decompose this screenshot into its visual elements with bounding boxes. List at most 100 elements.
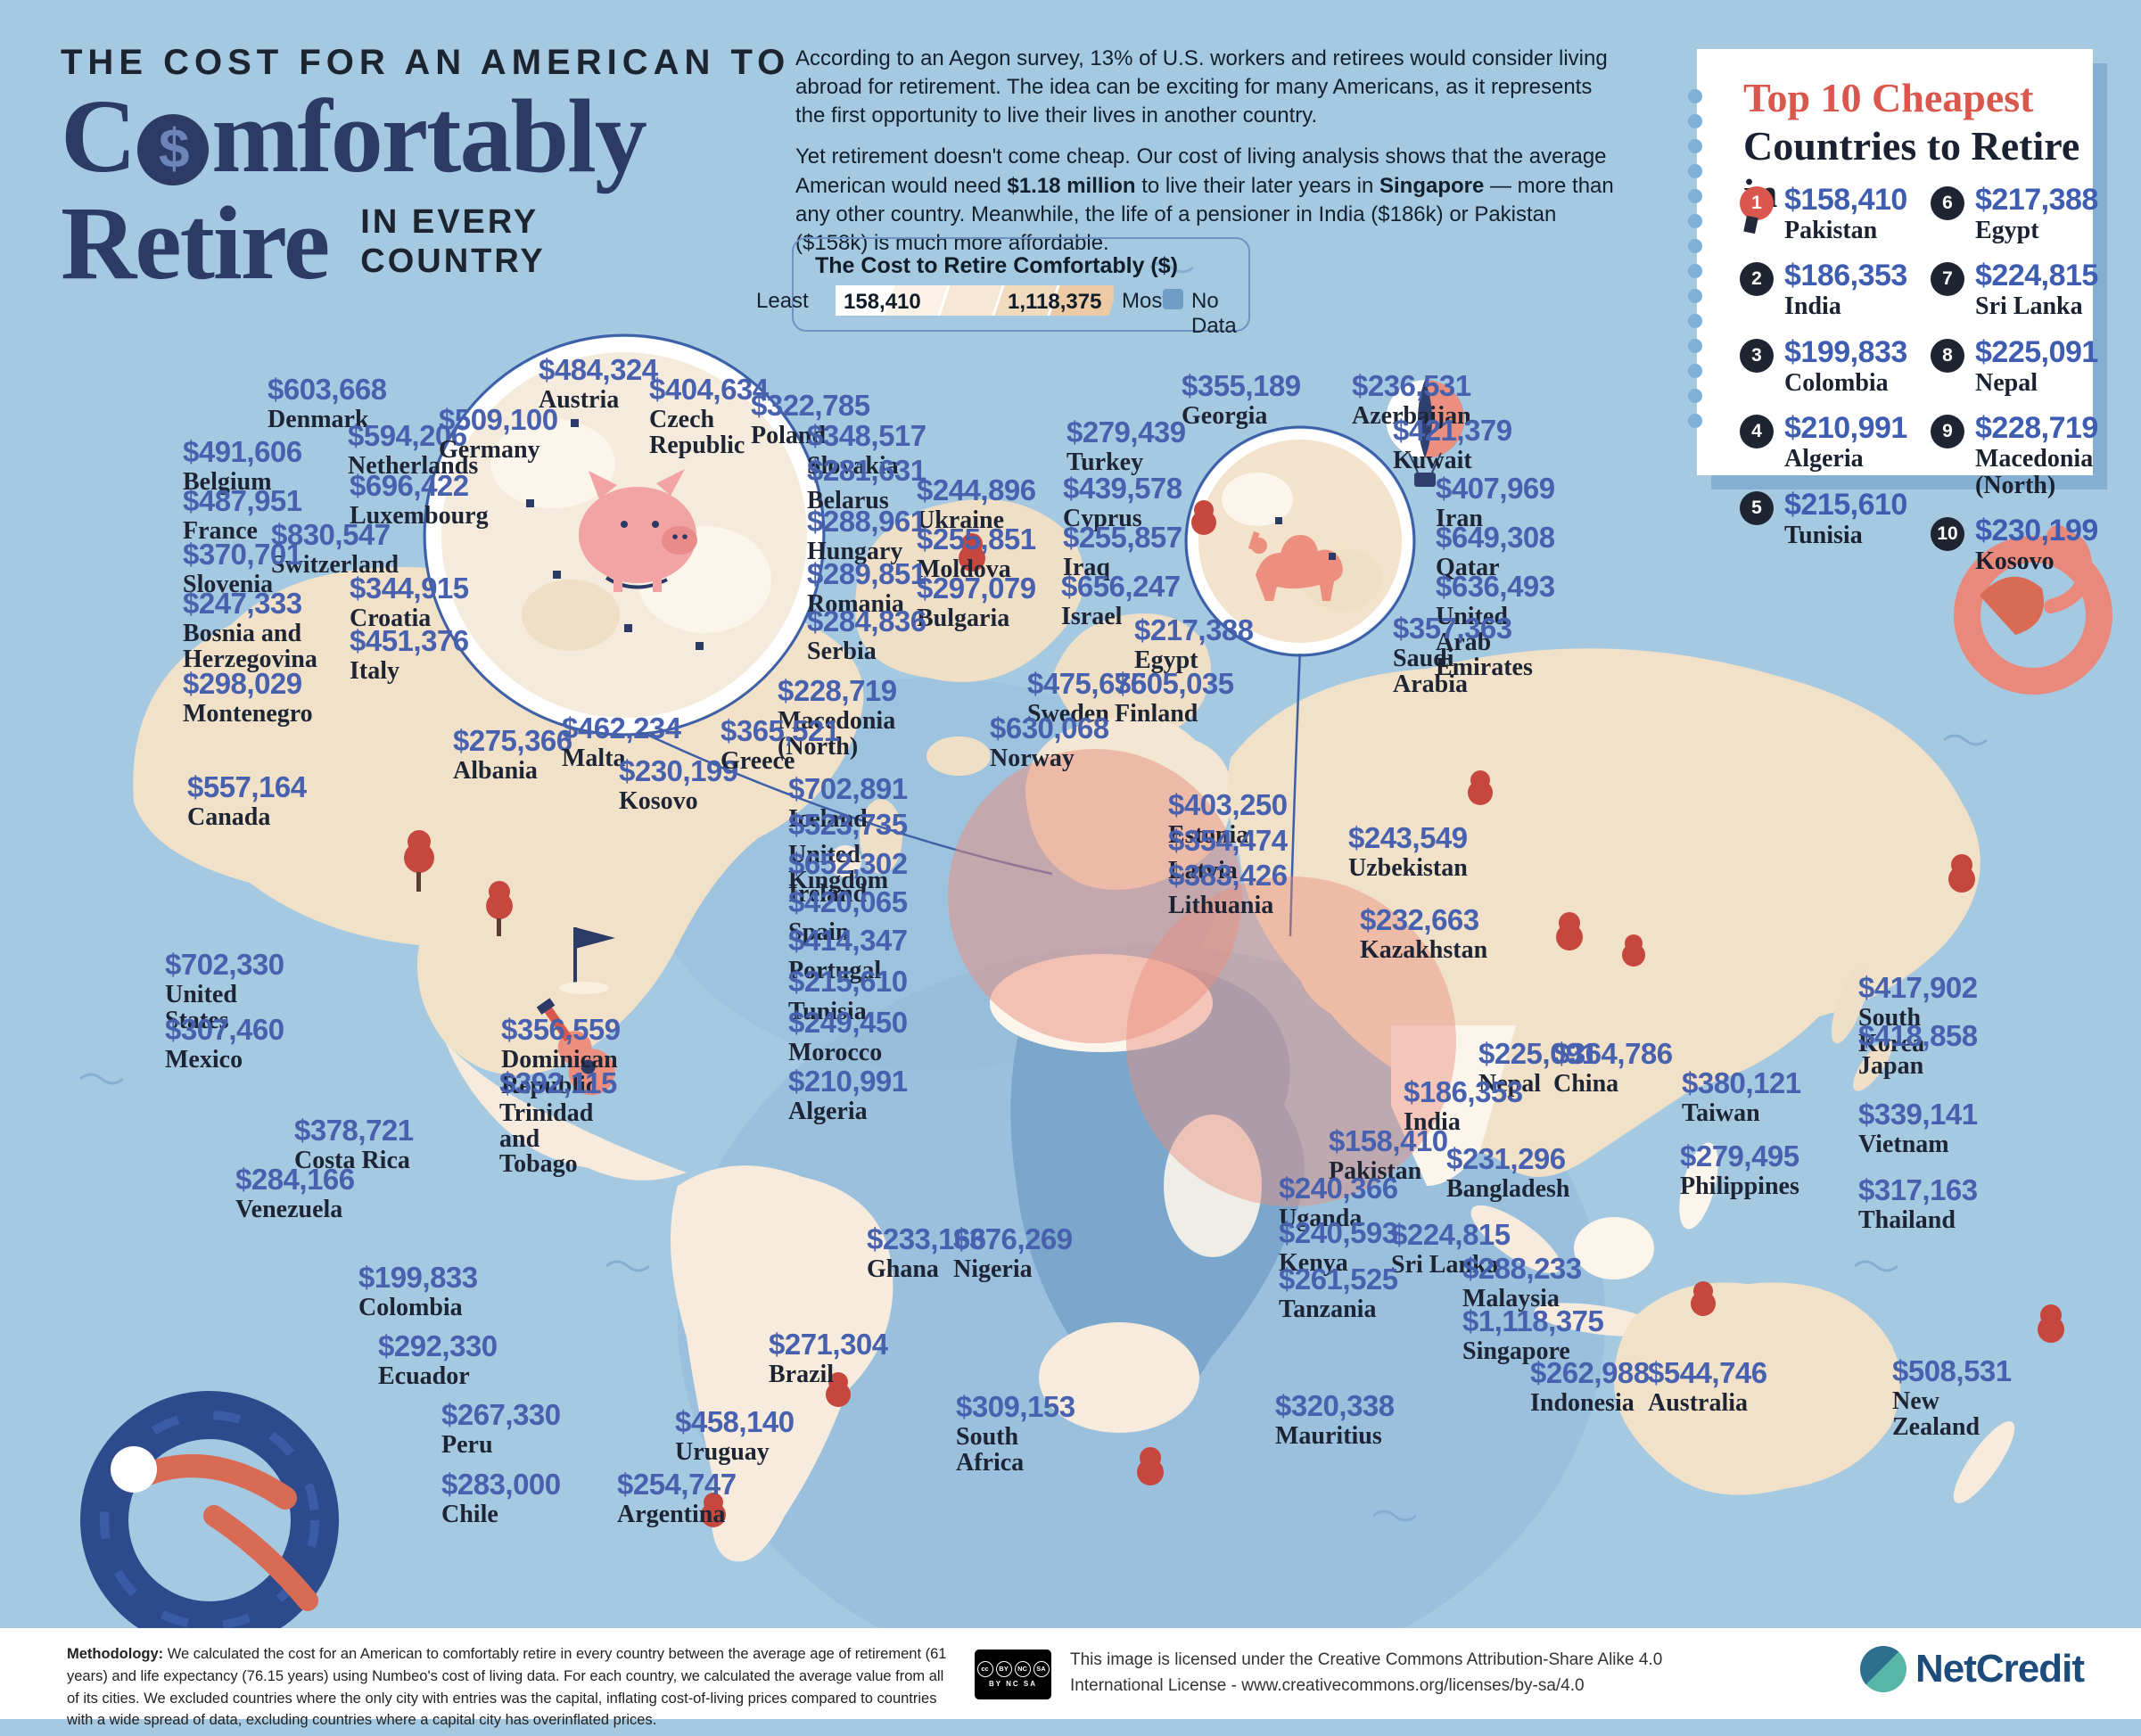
country-value: $421,379 bbox=[1393, 414, 1512, 447]
camel-icon bbox=[1248, 531, 1343, 601]
country-name: Vietnam bbox=[1858, 1131, 1949, 1158]
country-name: United Arab Emirates bbox=[1436, 603, 1533, 682]
country-name: Mauritius bbox=[1275, 1422, 1382, 1450]
top10-country: Sri Lanka bbox=[1975, 292, 2083, 321]
waves bbox=[79, 261, 1988, 1522]
country-value: $271,304 bbox=[769, 1328, 888, 1361]
map-label-kosovo: $230,199 Kosovo bbox=[619, 754, 738, 815]
greenland bbox=[855, 499, 1084, 682]
country-name: Israel bbox=[1061, 603, 1123, 630]
country-value: $247,333 bbox=[183, 587, 302, 620]
country-name: Algeria bbox=[788, 1098, 868, 1125]
country-name: Romania bbox=[807, 590, 904, 618]
country-name: Belgium bbox=[183, 468, 272, 496]
country-value: $261,525 bbox=[1279, 1263, 1398, 1296]
top10-panel: Top 10 Cheapest Countries to Retire in 1… bbox=[1697, 49, 2098, 574]
map-label-argentina: $254,747 Argentina bbox=[617, 1468, 737, 1528]
country-name: Bosnia and Herzegovina bbox=[183, 620, 317, 673]
country-name: Malaysia bbox=[1462, 1285, 1560, 1312]
south-america bbox=[671, 1165, 893, 1562]
spiral-dot bbox=[1688, 289, 1702, 303]
country-name: Canada bbox=[187, 803, 271, 831]
top10-value: $225,091 bbox=[1975, 334, 2098, 369]
country-value: $418,858 bbox=[1858, 1019, 1978, 1052]
map-label-nigeria: $376,269 Nigeria bbox=[953, 1222, 1073, 1283]
country-value: $230,199 bbox=[619, 754, 738, 787]
rank-badge: 10 bbox=[1931, 516, 1964, 551]
map-label-norway: $630,068 Norway bbox=[990, 712, 1109, 772]
south-africa-patch bbox=[1039, 1322, 1199, 1433]
country-value: $487,951 bbox=[183, 484, 302, 517]
east-africa-patch bbox=[1164, 1115, 1262, 1257]
australia bbox=[1614, 1282, 1901, 1495]
country-value: $289,851 bbox=[807, 557, 926, 590]
map-label-india: $186,353 India bbox=[1404, 1075, 1523, 1136]
country-value: $254,747 bbox=[617, 1468, 737, 1501]
map-label-sweden: $475,676 Sweden bbox=[1027, 667, 1147, 728]
legend-most-label: Most bbox=[1122, 289, 1169, 313]
country-value: $656,247 bbox=[1061, 570, 1181, 603]
country-value: $279,439 bbox=[1066, 415, 1186, 448]
top10-item-macedonia-north-: 9 $228,719 Macedonia (North) bbox=[1931, 411, 2100, 498]
top10-value: $210,991 bbox=[1784, 411, 1907, 446]
map-label-peru: $267,330 Peru bbox=[441, 1398, 561, 1459]
map-label-hungary: $288,961 Hungary bbox=[807, 505, 926, 565]
guitar-icon bbox=[536, 998, 615, 1096]
map-label-slovakia: $348,517 Slovakia bbox=[807, 419, 926, 480]
map-label-mexico: $307,460 Mexico bbox=[165, 1013, 284, 1074]
license-text: This image is licensed under the Creativ… bbox=[1070, 1650, 1663, 1695]
spiral-dot bbox=[1688, 264, 1702, 278]
map-label-portugal: $414,347 Portugal bbox=[788, 924, 908, 984]
map-label-france: $487,951 France bbox=[183, 484, 302, 545]
country-name: Bulgaria bbox=[917, 605, 1010, 632]
country-value: $702,330 bbox=[165, 948, 284, 981]
country-name: Cyprus bbox=[1063, 505, 1142, 532]
country-value: $298,029 bbox=[183, 667, 302, 700]
map-label-saudi-arabia: $357,363 Saudi Arabia bbox=[1393, 612, 1512, 697]
map-label-austria: $484,324 Austria bbox=[539, 353, 658, 414]
map-label-israel: $656,247 Israel bbox=[1061, 570, 1181, 630]
country-name: Latvia bbox=[1168, 857, 1238, 884]
country-value: $309,153 bbox=[956, 1390, 1075, 1423]
country-value: $279,495 bbox=[1680, 1140, 1799, 1172]
country-value: $364,786 bbox=[1553, 1037, 1673, 1070]
country-value: $451,376 bbox=[350, 624, 469, 657]
legend-title: The Cost to Retire Comfortably ($) bbox=[815, 253, 1178, 278]
map-label-netherlands: $594,206 Netherlands bbox=[348, 419, 478, 480]
top10-item-nepal: 8 $225,091 Nepal bbox=[1931, 335, 2100, 396]
methodology-text: Methodology: We calculated the cost for … bbox=[67, 1646, 947, 1729]
country-name: Luxembourg bbox=[350, 502, 489, 530]
map-label-belgium: $491,606 Belgium bbox=[183, 435, 302, 496]
title-kicker: THE COST FOR AN AMERICAN TO bbox=[61, 43, 791, 82]
country-value: $281,631 bbox=[807, 454, 926, 487]
legend: The Cost to Retire Comfortably ($) Least… bbox=[756, 237, 1250, 338]
country-name: Kenya bbox=[1279, 1249, 1348, 1277]
top10-title-accent: Top 10 Cheapest bbox=[1743, 75, 2034, 120]
top10-item-india: 2 $186,353 India bbox=[1740, 259, 1909, 320]
country-name: Ukraine bbox=[917, 506, 1004, 534]
country-name: Tunisia bbox=[788, 998, 867, 1025]
map-label-romania: $289,851 Romania bbox=[807, 557, 926, 618]
top10-country: Kosovo bbox=[1975, 547, 2055, 575]
country-value: $244,896 bbox=[917, 473, 1036, 506]
country-value: $462,234 bbox=[562, 712, 681, 745]
hot-air-balloon-icon bbox=[1386, 380, 1464, 487]
country-name: China bbox=[1553, 1070, 1619, 1098]
intro-paragraph-1: According to an Aegon survey, 13% of U.S… bbox=[795, 46, 1608, 128]
top10-country: Nepal bbox=[1975, 368, 2038, 397]
map-label-germany: $509,100 Germany bbox=[439, 403, 558, 464]
highlight-circle-europe bbox=[948, 749, 1242, 1043]
top10-value: $224,815 bbox=[1975, 259, 2098, 293]
map-label-finland: $505,035 Finland bbox=[1115, 667, 1234, 728]
top10-col-1: 1 $158,410 Pakistan 2 $186,353 India 3 $199,833… bbox=[1740, 183, 1909, 574]
top10-country: Egypt bbox=[1975, 217, 2039, 244]
country-name: Germany bbox=[439, 436, 540, 464]
country-value: $231,296 bbox=[1446, 1142, 1566, 1175]
map-label-indonesia: $262,988 Indonesia bbox=[1530, 1356, 1650, 1417]
map-label-united-states: $702,330 United States bbox=[165, 948, 284, 1033]
country-name: Sri Lanka bbox=[1391, 1251, 1499, 1279]
country-name: Japan bbox=[1858, 1052, 1924, 1080]
country-name: New Zealand bbox=[1892, 1387, 1980, 1441]
legend-gradient-bar bbox=[836, 285, 1114, 316]
country-value: $404,634 bbox=[649, 373, 769, 406]
